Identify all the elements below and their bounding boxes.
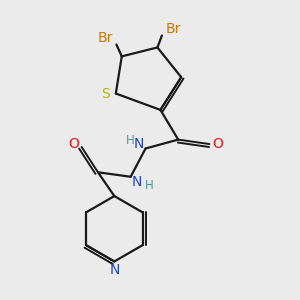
- Text: O: O: [212, 137, 223, 151]
- Text: N: N: [132, 175, 142, 189]
- Text: N: N: [109, 263, 119, 278]
- Text: N: N: [134, 137, 144, 151]
- Text: Br: Br: [98, 31, 113, 45]
- Text: H: H: [145, 178, 154, 192]
- Text: S: S: [101, 86, 110, 100]
- Text: H: H: [126, 134, 134, 147]
- Text: O: O: [68, 137, 79, 151]
- Text: Br: Br: [166, 22, 182, 36]
